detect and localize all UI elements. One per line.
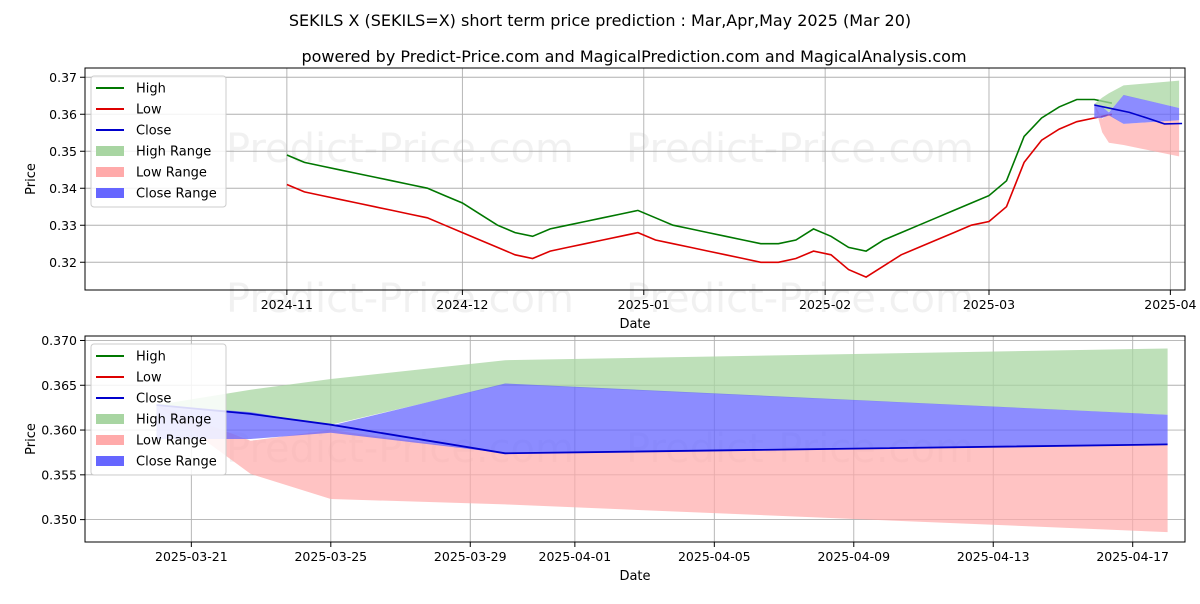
legend-high-label: High [136,82,166,97]
y-tick-label: 0.370 [41,333,77,348]
high-range-band [1094,80,1180,112]
y-tick-label: 0.365 [41,378,77,393]
forecast-panel: 2025-03-21 2025-03-25 2025-03-29 2025-04-01… [24,333,1186,584]
legend-low-range-label: Low Range [136,166,207,181]
x-tick-label: 2024-11 [261,297,313,312]
legend-close-range-label: Close Range [136,455,217,470]
legend-high-range-label: High Range [136,413,211,428]
y-tick-label: 0.33 [49,218,77,233]
low-range-band [1094,103,1180,157]
y-tick-label: 0.32 [49,255,77,270]
plot-area [156,348,1168,533]
y-tick-label: 0.36 [49,107,77,122]
legend-low-label: Low [136,371,162,386]
x-tick-label: 2025-02 [799,297,851,312]
low-series-line [286,113,1113,279]
watermark: Predict-Price.com [626,276,974,322]
legend-low-range-swatch [96,435,124,445]
legend: High Low Close High Range Low Range Close Ran… [90,75,227,208]
x-tick-label: 2025-04 [1144,297,1196,312]
y-tick-label: 0.360 [41,423,77,438]
close-series-line [1094,104,1183,125]
x-tick-label: 2025-04-13 [957,549,1030,564]
legend-high-range-swatch [96,146,124,156]
legend-close-range-swatch [96,188,124,198]
x-tick-label: 2025-03-21 [155,549,228,564]
x-tick-label: 2025-03-25 [294,549,367,564]
high-range-band [156,348,1168,425]
high-series-line [286,98,1113,252]
legend: High Low Close High Range Low Range Close Ran… [90,343,227,476]
x-tick-label: 2025-04-01 [539,549,612,564]
watermark: Predict-Price.com [226,276,574,322]
legend-box [90,343,227,476]
legend-close-label: Close [136,124,171,139]
y-axis-label: Price [24,423,39,455]
y-tick-label: 0.350 [41,512,77,527]
legend-close-range-swatch [96,456,124,466]
axes-frame [84,335,1186,543]
x-tick-label: 2025-04-17 [1096,549,1169,564]
x-axis-label: Date [619,317,650,332]
chart-subtitle: powered by Predict-Price.com and Magical… [301,47,966,66]
x-tick-label: 2025-04-09 [817,549,890,564]
legend-close-range-label: Close Range [136,187,217,202]
close-range-band [1094,95,1180,124]
legend-high-label: High [136,350,166,365]
legend-low-range-swatch [96,167,124,177]
close-range-band [156,383,1168,454]
x-tick-label: 2025-04-05 [678,549,751,564]
x-tick-label: 2025-01 [618,297,670,312]
axes-frame [84,67,1186,291]
legend-low-label: Low [136,103,162,118]
low-range-band [156,405,1168,533]
legend-high-range-label: High Range [136,145,211,160]
y-tick-label: 0.34 [49,181,77,196]
y-tick-label: 0.35 [49,144,77,159]
y-tick-label: 0.355 [41,467,77,482]
x-tick-label: 2025-03 [963,297,1015,312]
y-axis-label: Price [24,163,39,195]
watermark: Predict-Price.com [626,126,974,172]
plot-area [286,80,1183,279]
y-tick-label: 0.37 [49,70,77,85]
history-panel: 2024-11 2024-12 2025-01 2025-02 2025-03 2025-… [24,67,1197,332]
x-axis-label: Date [619,569,650,584]
watermark: Predict-Price.com [226,126,574,172]
chart-title: SEKILS X (SEKILS=X) short term price pre… [289,11,911,30]
legend-low-range-label: Low Range [136,434,207,449]
legend-box [90,75,227,208]
x-tick-label: 2025-03-29 [434,549,507,564]
x-tick-label: 2024-12 [436,297,488,312]
legend-close-label: Close [136,392,171,407]
legend-high-range-swatch [96,414,124,424]
